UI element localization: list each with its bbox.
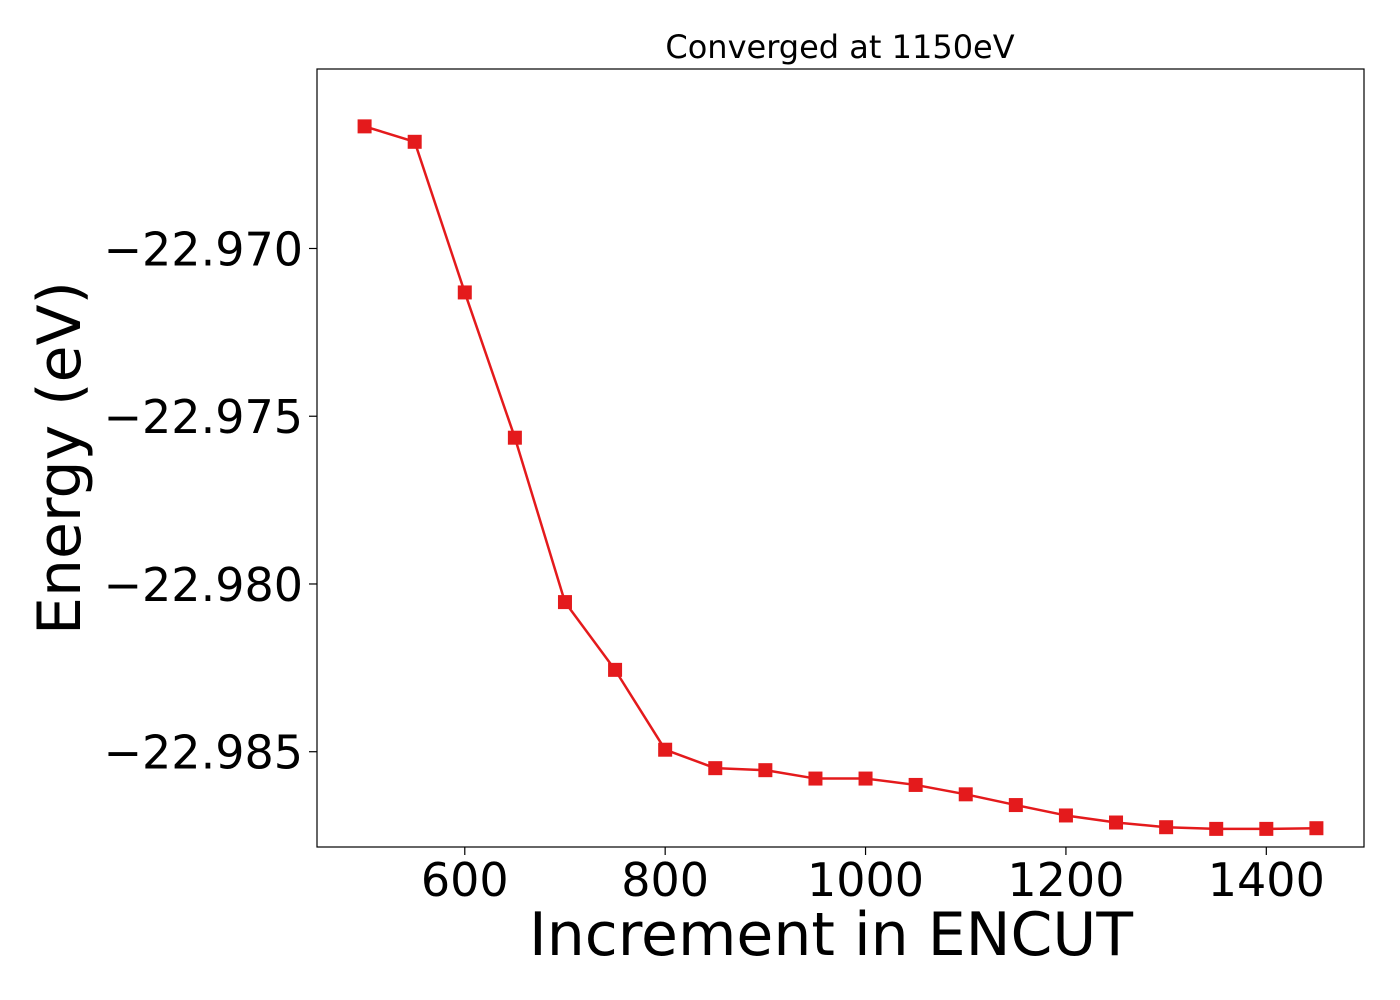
data-point-marker — [758, 763, 773, 778]
data-point-marker — [708, 761, 723, 776]
data-point-marker — [808, 771, 823, 786]
data-point-marker — [357, 119, 372, 134]
data-point-marker — [1309, 821, 1324, 836]
series-layer — [357, 119, 1324, 836]
x-tick-label: 800 — [621, 853, 709, 907]
data-point-marker — [407, 134, 422, 149]
data-point-marker — [658, 742, 673, 757]
x-tick-label: 600 — [421, 853, 509, 907]
data-point-marker — [1109, 815, 1124, 830]
data-point-marker — [507, 430, 522, 445]
data-point-marker — [958, 787, 973, 802]
series-line — [364, 125, 1317, 831]
data-point-marker — [608, 662, 623, 677]
y-axis-label: Energy (eV) — [25, 281, 95, 635]
x-axis-ticks: 600 800 1000 1200 1400 — [421, 847, 1325, 907]
x-tick-label: 1400 — [1208, 853, 1325, 907]
data-point-marker — [557, 595, 572, 610]
data-point-marker — [1209, 821, 1224, 836]
data-point-marker — [457, 285, 472, 300]
y-tick-label: −22.985 — [104, 726, 304, 780]
plot-area-frame — [316, 68, 1365, 848]
x-tick-label: 1000 — [807, 853, 924, 907]
y-tick-label: −22.975 — [104, 390, 304, 444]
y-tick-label: −22.970 — [104, 222, 304, 276]
data-point-marker — [1058, 808, 1073, 823]
y-tick-label: −22.980 — [104, 558, 304, 612]
data-point-marker — [1008, 798, 1023, 813]
chart-title: Converged at 1150eV — [665, 28, 1014, 66]
data-point-marker — [908, 777, 923, 792]
data-point-marker — [1259, 821, 1274, 836]
x-axis-label: Increment in ENCUT — [529, 900, 1133, 970]
data-point-marker — [1159, 820, 1174, 835]
data-point-marker — [858, 771, 873, 786]
x-tick-label: 1200 — [1007, 853, 1124, 907]
y-axis-ticks: −22.970 −22.975 −22.980 −22.985 — [104, 222, 317, 780]
